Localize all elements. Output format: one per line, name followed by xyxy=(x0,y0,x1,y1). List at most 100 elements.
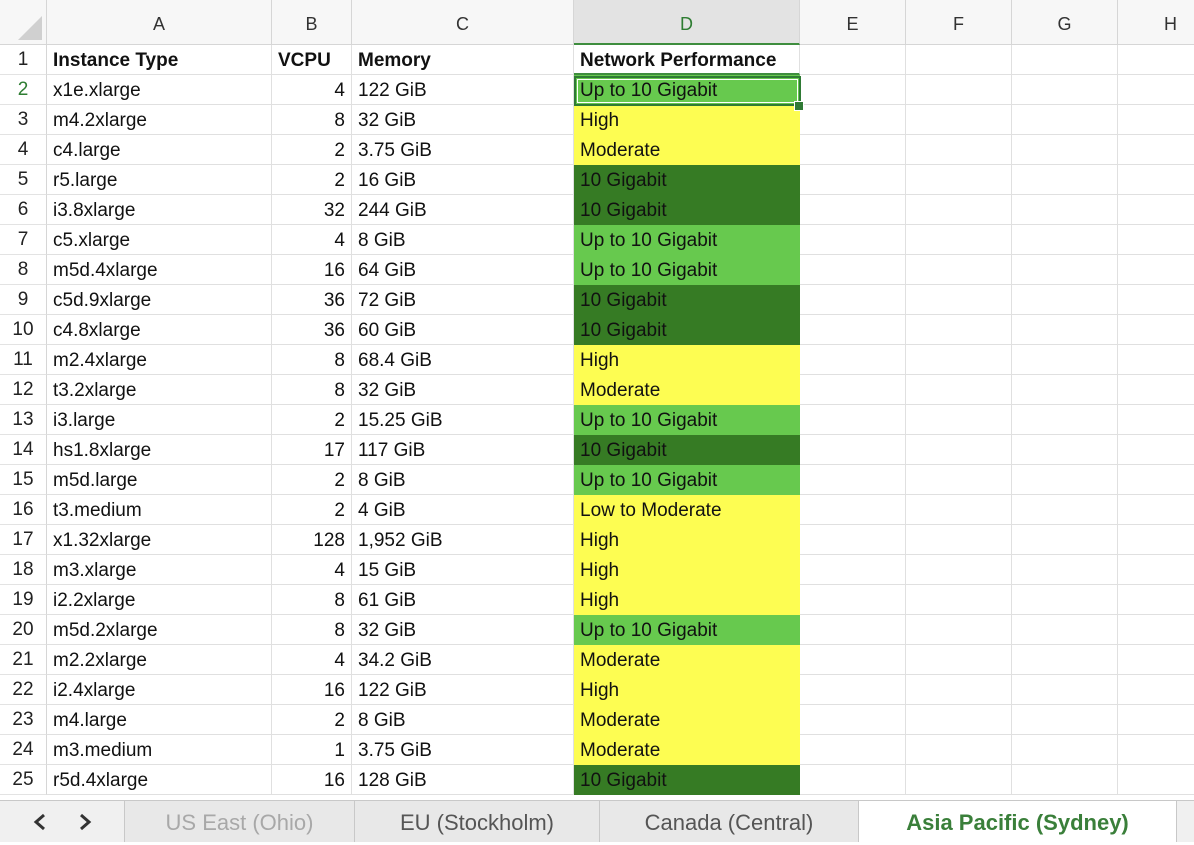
column-header-h[interactable]: H xyxy=(1118,0,1194,45)
cell-instance-type[interactable]: m4.2xlarge xyxy=(47,105,272,135)
cell-vcpu[interactable]: 8 xyxy=(272,345,352,375)
row-header[interactable]: 9 xyxy=(0,285,47,315)
cell-header-memory[interactable]: Memory xyxy=(352,45,574,75)
empty-cell[interactable] xyxy=(1012,45,1118,75)
tab-us-east-ohio[interactable]: US East (Ohio) xyxy=(124,801,355,842)
empty-cell[interactable] xyxy=(906,615,1012,645)
row-header[interactable]: 18 xyxy=(0,555,47,585)
empty-cell[interactable] xyxy=(906,495,1012,525)
cell-network-performance[interactable]: Moderate xyxy=(574,135,800,165)
empty-cell[interactable] xyxy=(1012,645,1118,675)
column-header-e[interactable]: E xyxy=(800,0,906,45)
empty-cell[interactable] xyxy=(1118,405,1194,435)
cell-network-performance[interactable]: High xyxy=(574,555,800,585)
empty-cell[interactable] xyxy=(1012,345,1118,375)
row-header[interactable]: 2 xyxy=(0,75,47,105)
empty-cell[interactable] xyxy=(800,675,906,705)
empty-cell[interactable] xyxy=(906,45,1012,75)
cell-network-performance[interactable]: Moderate xyxy=(574,705,800,735)
row-header[interactable]: 7 xyxy=(0,225,47,255)
row-header[interactable]: 4 xyxy=(0,135,47,165)
empty-cell[interactable] xyxy=(800,405,906,435)
empty-cell[interactable] xyxy=(1118,585,1194,615)
cell-instance-type[interactable]: m5d.4xlarge xyxy=(47,255,272,285)
empty-cell[interactable] xyxy=(1012,315,1118,345)
cell-vcpu[interactable]: 36 xyxy=(272,315,352,345)
cell-network-performance[interactable]: Up to 10 Gigabit xyxy=(574,255,800,285)
cell-instance-type[interactable]: x1e.xlarge xyxy=(47,75,272,105)
empty-cell[interactable] xyxy=(1012,135,1118,165)
cell-vcpu[interactable]: 16 xyxy=(272,255,352,285)
empty-cell[interactable] xyxy=(906,585,1012,615)
row-header[interactable]: 23 xyxy=(0,705,47,735)
cell-instance-type[interactable]: r5.large xyxy=(47,165,272,195)
empty-cell[interactable] xyxy=(1118,735,1194,765)
empty-cell[interactable] xyxy=(1012,195,1118,225)
empty-cell[interactable] xyxy=(800,645,906,675)
cell-network-performance[interactable]: Low to Moderate xyxy=(574,495,800,525)
empty-cell[interactable] xyxy=(1118,765,1194,795)
cell-network-performance[interactable]: 10 Gigabit xyxy=(574,165,800,195)
empty-cell[interactable] xyxy=(906,435,1012,465)
empty-cell[interactable] xyxy=(800,585,906,615)
cell-vcpu[interactable]: 32 xyxy=(272,195,352,225)
empty-cell[interactable] xyxy=(800,315,906,345)
cell-instance-type[interactable]: m3.xlarge xyxy=(47,555,272,585)
cell-memory[interactable]: 3.75 GiB xyxy=(352,135,574,165)
cell-vcpu[interactable]: 8 xyxy=(272,615,352,645)
cell-instance-type[interactable]: i3.large xyxy=(47,405,272,435)
cell-instance-type[interactable]: t3.2xlarge xyxy=(47,375,272,405)
empty-cell[interactable] xyxy=(906,255,1012,285)
empty-cell[interactable] xyxy=(1012,615,1118,645)
cell-network-performance[interactable]: Moderate xyxy=(574,375,800,405)
empty-cell[interactable] xyxy=(906,675,1012,705)
empty-cell[interactable] xyxy=(800,495,906,525)
empty-cell[interactable] xyxy=(1012,375,1118,405)
cell-network-performance[interactable]: 10 Gigabit xyxy=(574,285,800,315)
row-header[interactable]: 3 xyxy=(0,105,47,135)
empty-cell[interactable] xyxy=(800,705,906,735)
cell-instance-type[interactable]: m4.large xyxy=(47,705,272,735)
empty-cell[interactable] xyxy=(800,375,906,405)
cell-network-performance[interactable]: Moderate xyxy=(574,645,800,675)
cell-memory[interactable]: 15 GiB xyxy=(352,555,574,585)
empty-cell[interactable] xyxy=(1118,495,1194,525)
cell-instance-type[interactable]: c5d.9xlarge xyxy=(47,285,272,315)
cell-memory[interactable]: 64 GiB xyxy=(352,255,574,285)
cell-vcpu[interactable]: 4 xyxy=(272,555,352,585)
empty-cell[interactable] xyxy=(800,345,906,375)
row-header[interactable]: 6 xyxy=(0,195,47,225)
empty-cell[interactable] xyxy=(1012,675,1118,705)
cell-memory[interactable]: 32 GiB xyxy=(352,375,574,405)
empty-cell[interactable] xyxy=(1118,105,1194,135)
cell-vcpu[interactable]: 2 xyxy=(272,465,352,495)
row-header[interactable]: 25 xyxy=(0,765,47,795)
row-header[interactable]: 12 xyxy=(0,375,47,405)
empty-cell[interactable] xyxy=(800,135,906,165)
empty-cell[interactable] xyxy=(1012,585,1118,615)
cell-network-performance[interactable]: High xyxy=(574,675,800,705)
cell-header-network-performance[interactable]: Network Performance xyxy=(574,45,800,75)
cell-memory[interactable]: 60 GiB xyxy=(352,315,574,345)
cell-vcpu[interactable]: 8 xyxy=(272,105,352,135)
empty-cell[interactable] xyxy=(1118,195,1194,225)
empty-cell[interactable] xyxy=(906,285,1012,315)
cell-instance-type[interactable]: m2.2xlarge xyxy=(47,645,272,675)
empty-cell[interactable] xyxy=(1118,315,1194,345)
empty-cell[interactable] xyxy=(1118,615,1194,645)
cell-memory[interactable]: 61 GiB xyxy=(352,585,574,615)
cell-vcpu[interactable]: 16 xyxy=(272,765,352,795)
cell-header-vcpu[interactable]: VCPU xyxy=(272,45,352,75)
empty-cell[interactable] xyxy=(1012,525,1118,555)
cell-instance-type[interactable]: m5d.2xlarge xyxy=(47,615,272,645)
column-header-g[interactable]: G xyxy=(1012,0,1118,45)
empty-cell[interactable] xyxy=(1012,735,1118,765)
row-header[interactable]: 20 xyxy=(0,615,47,645)
empty-cell[interactable] xyxy=(800,45,906,75)
row-header[interactable]: 13 xyxy=(0,405,47,435)
cell-memory[interactable]: 122 GiB xyxy=(352,675,574,705)
cell-instance-type[interactable]: c4.8xlarge xyxy=(47,315,272,345)
empty-cell[interactable] xyxy=(1118,465,1194,495)
cell-vcpu[interactable]: 8 xyxy=(272,585,352,615)
